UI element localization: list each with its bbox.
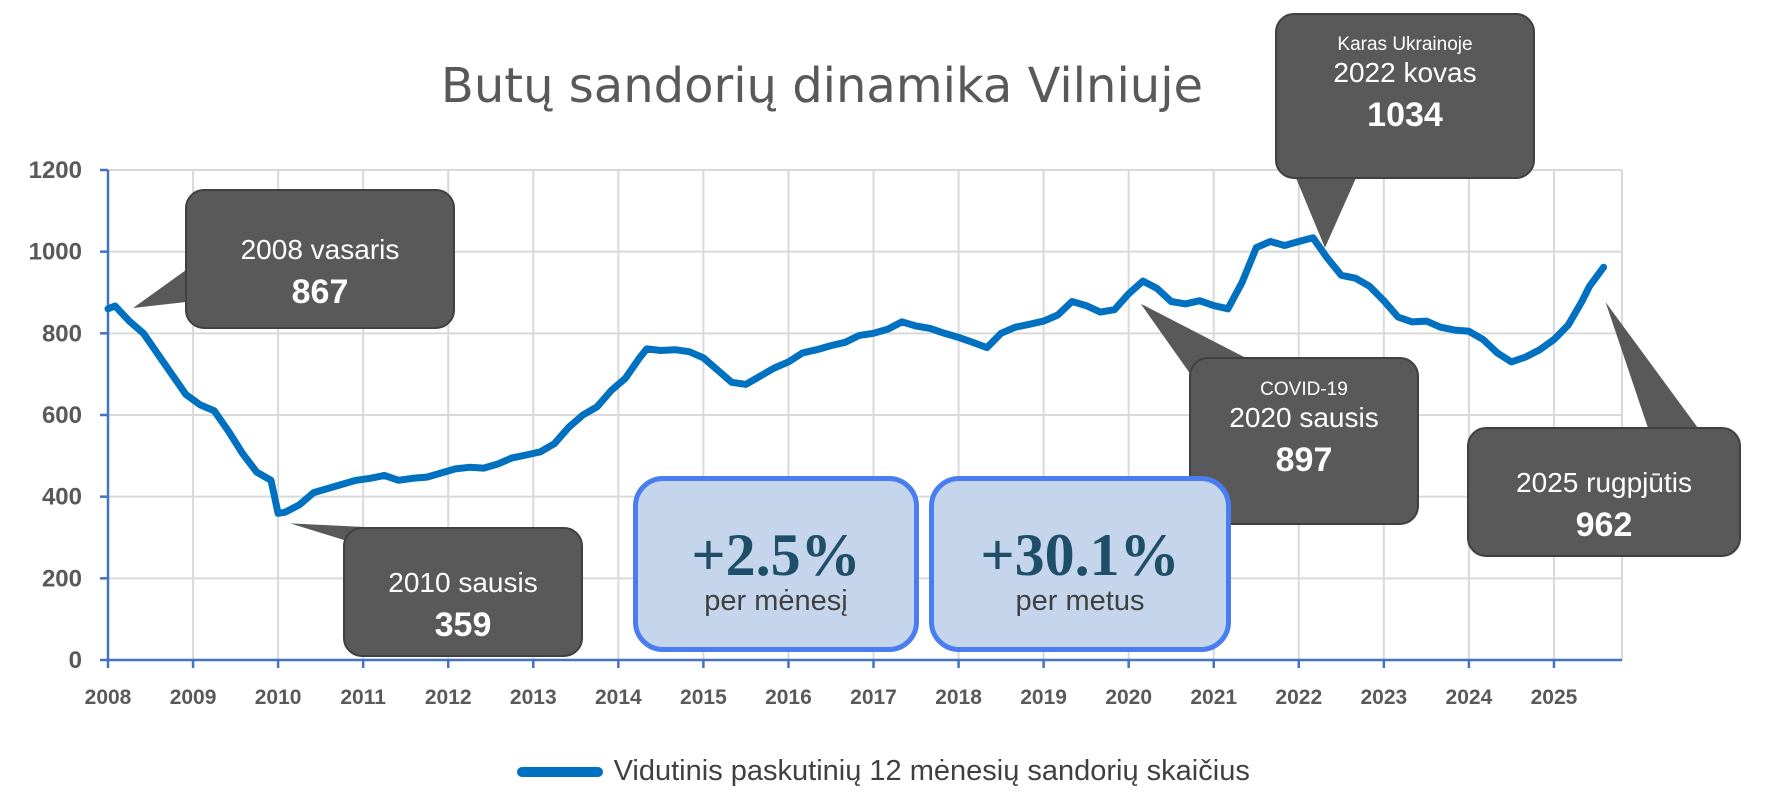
series-line xyxy=(104,234,1608,517)
callout: 2008 vasaris 867 xyxy=(133,189,455,329)
callout-box xyxy=(1467,427,1741,557)
x-tick-label: 2010 xyxy=(255,686,302,709)
x-tick-label: 2019 xyxy=(1020,686,1067,709)
monthly-change-box: +2.5% per mėnesį xyxy=(633,476,919,652)
y-tick-label: 200 xyxy=(42,565,82,592)
legend-label: Vidutinis paskutinių 12 mėnesių sandorių… xyxy=(613,755,1250,787)
callout-date: 2010 sausis xyxy=(388,567,537,598)
callout: 2025 rugpjūtis 962 xyxy=(1467,302,1741,557)
callout-date: 2025 rugpjūtis xyxy=(1516,467,1692,498)
x-tick-label: 2018 xyxy=(935,686,982,709)
callout-value: 359 xyxy=(435,606,492,644)
legend: Vidutinis paskutinių 12 mėnesių sandorių… xyxy=(0,755,1767,788)
legend-swatch xyxy=(517,766,604,777)
y-tick-label: 1200 xyxy=(29,157,82,184)
chart-title: Butų sandorių dinamika Vilniuje xyxy=(440,58,1204,114)
x-tick-label: 2011 xyxy=(340,686,386,709)
series-layer xyxy=(104,234,1608,517)
y-tick-label: 0 xyxy=(69,647,82,674)
y-tick-label: 800 xyxy=(42,320,82,347)
callout-pointer xyxy=(1296,178,1356,248)
callout-value: 1034 xyxy=(1367,96,1443,134)
x-tick-label: 2021 xyxy=(1190,686,1237,709)
y-tick-label: 1000 xyxy=(29,239,82,266)
callout-pointer xyxy=(1605,302,1698,428)
yearly-change-label: per metus xyxy=(1015,585,1145,617)
y-tick-label: 600 xyxy=(42,402,82,429)
x-tick-label: 2012 xyxy=(425,686,472,709)
x-tick-label: 2015 xyxy=(680,686,727,709)
callout-value: 867 xyxy=(292,273,349,311)
callout-pointer xyxy=(133,270,186,308)
yearly-change-box: +30.1% per metus xyxy=(929,476,1231,652)
callout-subtitle: Karas Ukrainoje xyxy=(1337,34,1472,55)
callout-box xyxy=(185,189,455,329)
callout-date: 2022 kovas xyxy=(1333,57,1476,88)
x-tick-label: 2009 xyxy=(170,686,217,709)
x-tick-label: 2024 xyxy=(1446,686,1493,709)
callout-subtitle: COVID-19 xyxy=(1260,379,1348,400)
tick-labels: 0 200 400 600 800 1000 1200 2008 2009 2010 2011 201… xyxy=(29,157,1578,709)
callout: 2010 sausis 359 xyxy=(290,523,583,657)
x-tick-label: 2025 xyxy=(1531,686,1578,709)
callout-value: 962 xyxy=(1576,506,1633,544)
y-tick-label: 400 xyxy=(42,484,82,511)
callout-box xyxy=(1275,13,1535,179)
x-tick-label: 2008 xyxy=(85,686,132,709)
callout-date: 2008 vasaris xyxy=(241,234,400,265)
x-tick-label: 2013 xyxy=(510,686,557,709)
axes xyxy=(100,168,1622,668)
x-tick-label: 2016 xyxy=(765,686,812,709)
x-tick-label: 2017 xyxy=(850,686,897,709)
callout-value: 897 xyxy=(1276,441,1333,479)
x-tick-label: 2020 xyxy=(1105,686,1152,709)
x-tick-label: 2014 xyxy=(595,686,642,709)
monthly-change-value: +2.5% xyxy=(691,522,861,588)
x-tick-label: 2023 xyxy=(1360,686,1407,709)
callout-box xyxy=(343,527,583,657)
callout-box xyxy=(1189,357,1419,525)
x-tick-label: 2022 xyxy=(1275,686,1322,709)
monthly-change-label: per mėnesį xyxy=(704,585,848,617)
callout-date: 2020 sausis xyxy=(1229,402,1378,433)
yearly-change-value: +30.1% xyxy=(980,522,1180,588)
